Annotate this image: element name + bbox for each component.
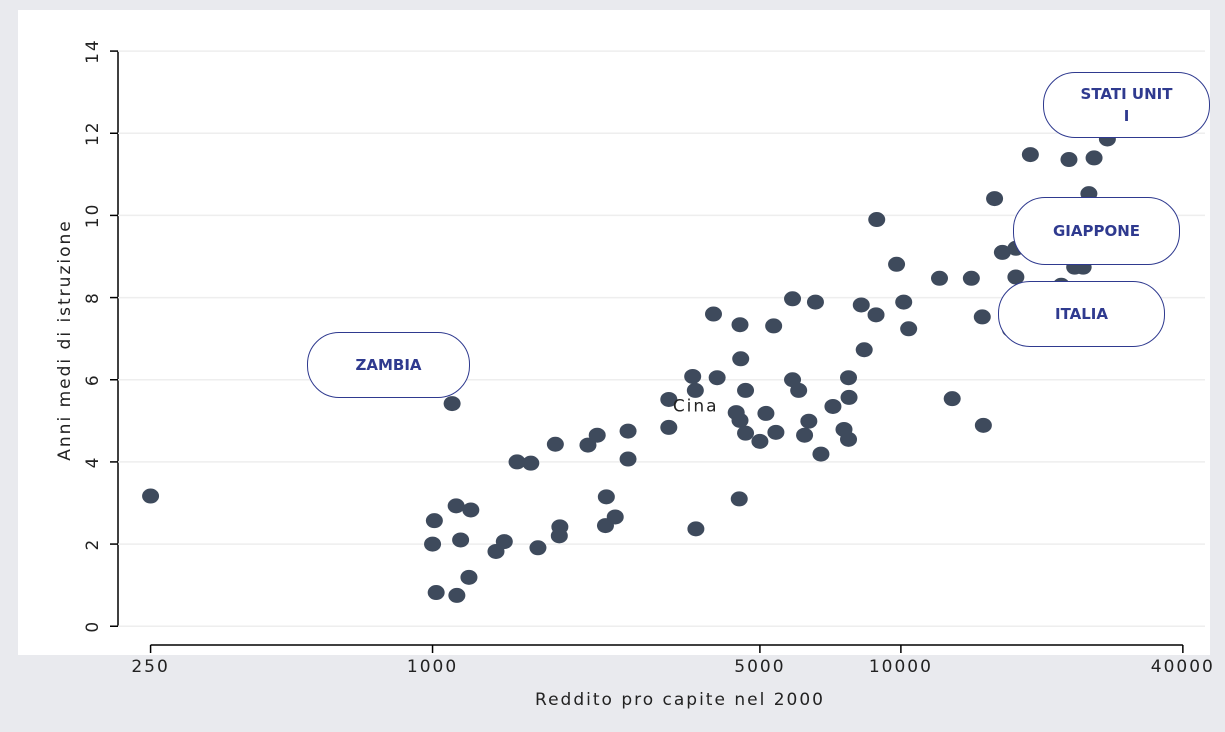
point bbox=[900, 321, 918, 337]
y-axis-title: Anni medi di istruzione bbox=[55, 219, 75, 460]
point bbox=[550, 528, 568, 544]
point bbox=[962, 270, 980, 286]
annotation-callout: ITALIA bbox=[998, 281, 1165, 347]
y-tick-label: 10 bbox=[83, 203, 103, 229]
point bbox=[1060, 152, 1078, 168]
point bbox=[529, 540, 547, 556]
point bbox=[1021, 147, 1039, 163]
point bbox=[757, 405, 775, 421]
point bbox=[508, 454, 526, 470]
x-axis-title: Reddito pro capite nel 2000 bbox=[535, 690, 825, 710]
point bbox=[855, 342, 873, 358]
point bbox=[1007, 269, 1025, 285]
point bbox=[737, 425, 755, 441]
point bbox=[546, 436, 564, 452]
point bbox=[840, 431, 858, 447]
point bbox=[1085, 150, 1103, 166]
point bbox=[867, 307, 885, 323]
x-tick-label: 250 bbox=[131, 657, 169, 677]
y-tick-label: 2 bbox=[83, 538, 103, 551]
point bbox=[704, 306, 722, 322]
point bbox=[684, 368, 702, 384]
annotation-callout: STATI UNITI bbox=[1043, 72, 1210, 138]
point bbox=[784, 291, 802, 307]
annotation-callout: GIAPPONE bbox=[1013, 197, 1180, 265]
point bbox=[895, 294, 913, 310]
point bbox=[495, 534, 513, 550]
point bbox=[796, 427, 814, 443]
point bbox=[708, 370, 726, 386]
point bbox=[730, 491, 748, 507]
point bbox=[824, 398, 842, 414]
point bbox=[427, 585, 445, 601]
point bbox=[790, 382, 808, 398]
point bbox=[142, 488, 160, 504]
point bbox=[812, 446, 830, 462]
point bbox=[619, 423, 637, 439]
point bbox=[660, 391, 678, 407]
point-label: Cina bbox=[673, 396, 719, 416]
point bbox=[424, 536, 442, 552]
point bbox=[686, 382, 704, 398]
point bbox=[840, 389, 858, 405]
point bbox=[986, 191, 1004, 207]
point bbox=[619, 451, 637, 467]
point bbox=[588, 427, 606, 443]
y-tick-label: 4 bbox=[83, 455, 103, 468]
point bbox=[943, 391, 961, 407]
point bbox=[731, 317, 749, 333]
annotation-callout: ZAMBIA bbox=[307, 332, 470, 398]
point bbox=[868, 212, 886, 228]
x-tick-label: 40000 bbox=[1151, 657, 1215, 677]
point bbox=[597, 489, 615, 505]
point bbox=[737, 382, 755, 398]
y-tick-label: 8 bbox=[83, 291, 103, 304]
x-tick-label: 10000 bbox=[869, 657, 933, 677]
point bbox=[462, 502, 480, 518]
y-tick-label: 14 bbox=[83, 38, 103, 64]
y-tick-label: 6 bbox=[83, 373, 103, 386]
point bbox=[973, 309, 991, 325]
point bbox=[974, 417, 992, 433]
point bbox=[732, 351, 750, 367]
point bbox=[606, 509, 624, 525]
point bbox=[447, 498, 465, 514]
point bbox=[731, 412, 749, 428]
point bbox=[687, 521, 705, 537]
point bbox=[852, 297, 870, 313]
point bbox=[767, 424, 785, 440]
point bbox=[840, 370, 858, 386]
point bbox=[452, 532, 470, 548]
point bbox=[806, 294, 824, 310]
x-tick-label: 1000 bbox=[407, 657, 458, 677]
point bbox=[660, 419, 678, 435]
point bbox=[522, 455, 540, 471]
point bbox=[751, 433, 769, 449]
point bbox=[930, 270, 948, 286]
y-tick-label: 0 bbox=[83, 620, 103, 633]
point bbox=[443, 396, 461, 412]
point bbox=[425, 513, 443, 529]
point bbox=[460, 569, 478, 585]
point bbox=[888, 256, 906, 272]
y-tick-label: 12 bbox=[83, 120, 103, 146]
point bbox=[765, 318, 783, 334]
point bbox=[800, 413, 818, 429]
x-tick-label: 5000 bbox=[734, 657, 785, 677]
point bbox=[579, 437, 597, 453]
point bbox=[448, 587, 466, 603]
point bbox=[993, 244, 1011, 260]
